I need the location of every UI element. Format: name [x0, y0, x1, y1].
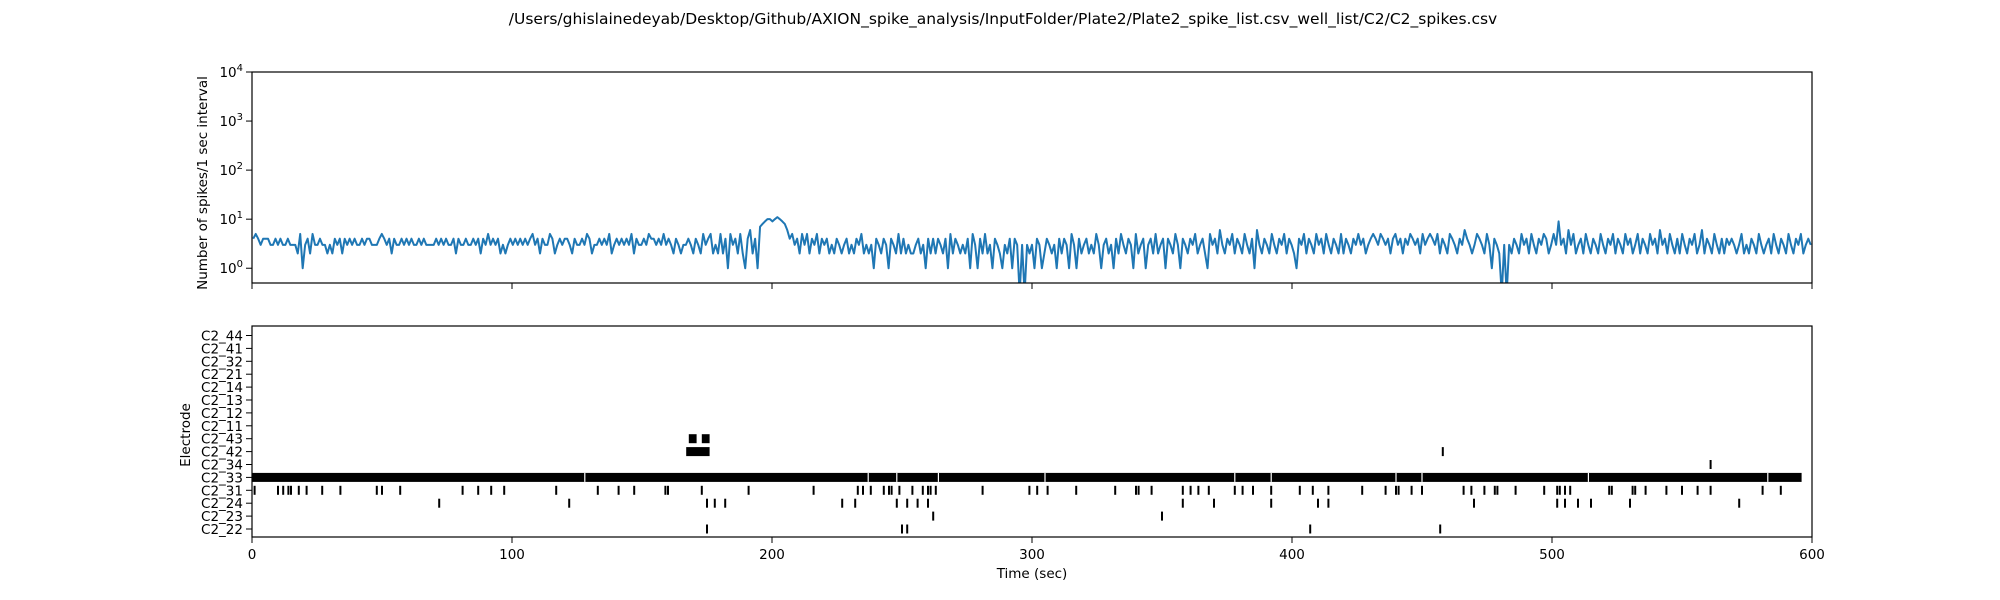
- spike-burst: [688, 434, 697, 444]
- raster-xtick-label: 600: [1799, 547, 1825, 563]
- figure-title: /Users/ghislainedeyab/Desktop/Github/AXI…: [509, 10, 1497, 29]
- electrode-label: C2_12: [201, 406, 243, 422]
- raster-ylabel: Electrode: [178, 403, 194, 467]
- spike-rate-ytick-label: 101: [219, 210, 243, 228]
- spike-marks: [252, 434, 1802, 534]
- electrode-label: C2_32: [201, 354, 243, 370]
- spike-rate-plot-area: [252, 216, 1812, 283]
- raster-xtick-label: 500: [1539, 547, 1565, 563]
- electrode-label: C2_11: [201, 419, 243, 435]
- raster-axes-frame: [251, 325, 1813, 538]
- electrode-label: C2_31: [201, 483, 243, 499]
- electrode-labels: C2_22C2_23C2_24C2_31C2_33C2_34C2_42C2_43…: [201, 329, 252, 538]
- raster-xlabel: Time (sec): [996, 566, 1068, 582]
- spike-rate-ytick-label: 104: [219, 63, 243, 81]
- raster-xtick-label: 300: [1019, 547, 1045, 563]
- raster-xtick-label: 200: [759, 547, 785, 563]
- electrode-label: C2_23: [201, 509, 243, 525]
- spike-rate-ytick-label: 100: [219, 259, 243, 277]
- electrode-label: C2_24: [201, 496, 243, 512]
- electrode-label: C2_22: [201, 522, 243, 538]
- raster-xtick-label: 100: [499, 547, 525, 563]
- electrode-label: C2_42: [201, 445, 243, 461]
- spike-rate-ytick-label: 103: [219, 112, 243, 130]
- electrode-label: C2_41: [201, 341, 243, 357]
- electrode-label: C2_43: [201, 432, 243, 448]
- spike-band: [252, 472, 1802, 482]
- electrode-label: C2_34: [201, 458, 243, 474]
- spike-rate-axes-frame: [251, 71, 1813, 284]
- spike-rate-xticks: [251, 283, 1813, 289]
- spike-rate-ytick-label: 102: [219, 161, 243, 179]
- spike-rate-series-line: [252, 216, 1812, 283]
- electrode-label: C2_44: [201, 329, 243, 345]
- electrode-label: C2_13: [201, 393, 243, 409]
- electrode-label: C2_33: [201, 470, 243, 486]
- spike-burst: [686, 447, 710, 457]
- electrode-label: C2_21: [201, 367, 243, 383]
- spike-burst: [701, 434, 710, 444]
- raster-xtick-label: 400: [1279, 547, 1305, 563]
- spike-rate-yticks: 100 101 102 103 104: [219, 63, 252, 277]
- electrode-label: C2_14: [201, 380, 243, 396]
- raster-panel: Electrode C2_22C2_23C2_24C2_31C2_33C2_34…: [178, 325, 1825, 582]
- spike-rate-ylabel: Number of spikes/1 sec interval: [195, 76, 211, 290]
- spike-rate-panel: Number of spikes/1 sec interval 10010110…: [195, 63, 1813, 290]
- raster-xticks: 0 100 200 300 400 500 600: [248, 537, 1825, 563]
- raster-xtick-label: 0: [248, 547, 257, 563]
